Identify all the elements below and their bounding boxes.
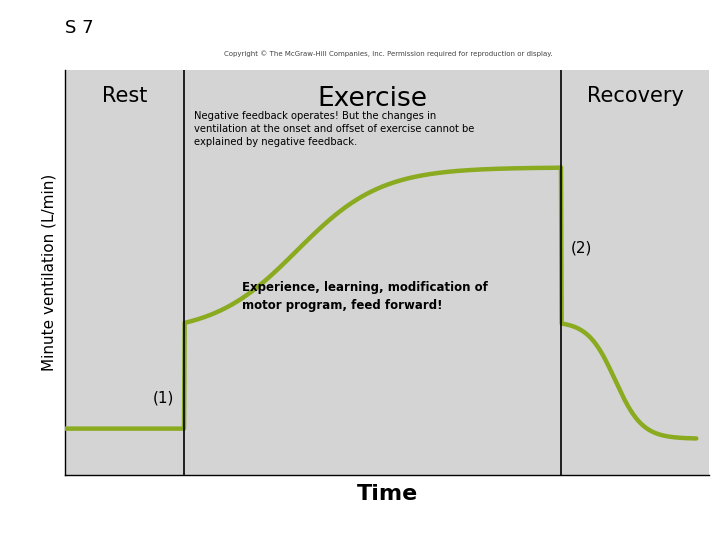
Text: S 7: S 7 [65,19,94,37]
Text: (2): (2) [571,241,592,256]
Text: Negative feedback operates! But the changes in
ventilation at the onset and offs: Negative feedback operates! But the chan… [194,111,474,147]
Text: Rest: Rest [102,86,147,106]
Text: Experience, learning, modification of
motor program, feed forward!: Experience, learning, modification of mo… [242,281,488,312]
X-axis label: Time: Time [356,483,418,503]
Text: (1): (1) [153,391,174,406]
Text: Recovery: Recovery [587,86,683,106]
Y-axis label: Minute ventilation (L/min): Minute ventilation (L/min) [42,174,56,372]
Text: Copyright © The McGraw-Hill Companies, Inc. Permission required for reproduction: Copyright © The McGraw-Hill Companies, I… [225,50,553,57]
Text: Exercise: Exercise [318,86,428,112]
